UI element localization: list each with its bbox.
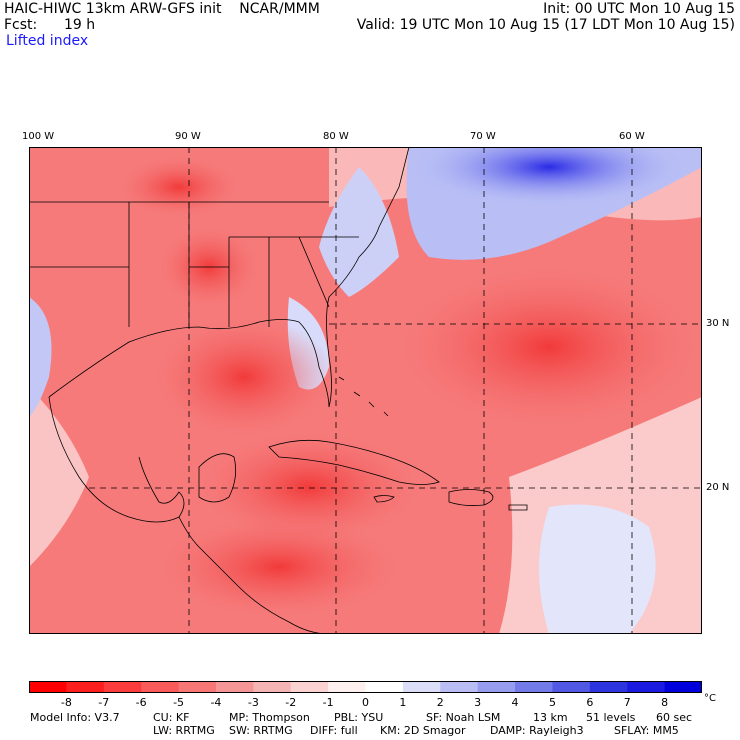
colorbar-swatch — [178, 681, 217, 693]
colorbar-tick-label: -4 — [210, 696, 222, 709]
valid-time: Valid: 19 UTC Mon 10 Aug 15 (17 LDT Mon … — [356, 17, 735, 33]
model-info-res: 13 km — [533, 711, 568, 724]
field-name: Lifted index — [6, 33, 89, 49]
colorbar-swatch — [365, 681, 404, 693]
model-info-levels: 51 levels — [586, 711, 636, 724]
colorbar-frame — [29, 681, 702, 693]
model-info-mp: MP: Thompson — [229, 711, 310, 724]
lat-lon-grid — [89, 147, 702, 634]
colorbar-swatch — [103, 681, 142, 693]
colorbar-unit: °C — [704, 693, 716, 704]
model-info-timestep: 60 sec — [656, 711, 693, 724]
lon-tick-60w: 60 W — [619, 131, 645, 142]
lifted-index-map — [29, 147, 702, 634]
cuba — [268, 439, 440, 485]
lon-tick-100w: 100 W — [22, 131, 55, 142]
model-info-cu: CU: KF — [153, 711, 190, 724]
hispaniola — [448, 489, 494, 506]
colorbar-tick-label: 8 — [661, 696, 669, 709]
colorbar-tick-label: -5 — [173, 696, 185, 709]
region-deep-blue — [409, 147, 689, 207]
colorbar-swatch — [290, 681, 329, 693]
model-info-km: KM: 2D Smagor — [380, 724, 466, 737]
colorbar-swatch — [215, 681, 254, 693]
colorbar-tick-label: -1 — [322, 696, 334, 709]
colorbar-swatch — [66, 681, 105, 693]
model-info-pbl: PBL: YSU — [334, 711, 384, 724]
forecast-hour: 19 h — [64, 17, 96, 33]
colorbar-swatch — [328, 681, 366, 693]
puerto-rico — [508, 504, 528, 511]
colorbar-swatch — [440, 681, 479, 693]
colorbar-tick-label: 4 — [511, 696, 519, 709]
us-state-lines — [29, 201, 359, 327]
bahamas — [338, 376, 389, 417]
jamaica — [373, 495, 395, 503]
lat-tick-30n: 30 N — [706, 318, 730, 329]
colorbar-swatch — [515, 681, 553, 693]
colorbar-swatch — [29, 681, 67, 693]
mexico-coast — [48, 396, 185, 523]
model-info-sflay: SFLAY: MM5 — [614, 724, 679, 737]
model-info-lw: LW: RRTMG — [153, 724, 215, 737]
central-america — [178, 516, 330, 634]
model-info-sw: SW: RRTMG — [229, 724, 293, 737]
colorbar-swatch — [402, 681, 441, 693]
yucatan — [198, 453, 237, 503]
region-light-gulf-west — [29, 387, 89, 567]
colorbar-tick-label: -7 — [98, 696, 110, 709]
colorbar-tick-label: 7 — [623, 696, 631, 709]
colorbar-tick-label: 2 — [436, 696, 444, 709]
lon-tick-80w: 80 W — [323, 131, 349, 142]
region-red-core-caribbean — [199, 432, 419, 542]
colorbar-tick-label: 6 — [586, 696, 594, 709]
region-red-core-atlantic — [399, 267, 699, 427]
colorbar-swatch — [477, 681, 516, 693]
model-info-diff: DIFF: full — [310, 724, 358, 737]
colorbar-tick-label: 3 — [474, 696, 482, 709]
colorbar-tick-label: -6 — [135, 696, 147, 709]
lon-tick-70w: 70 W — [470, 131, 496, 142]
colorbar-swatch — [664, 681, 702, 693]
lon-tick-90w: 90 W — [175, 131, 201, 142]
model-info-version: Model Info: V3.7 — [30, 711, 120, 724]
colorbar-swatch — [627, 681, 666, 693]
region-blue-mexico — [29, 297, 52, 417]
region-red-core-central-am — [159, 517, 399, 617]
region-blue-coast — [319, 167, 399, 297]
region-red-core-gulf — [154, 317, 334, 437]
lat-tick-20n: 20 N — [706, 482, 730, 493]
colorbar-swatch — [589, 681, 628, 693]
colorbar-tick-label: 0 — [362, 696, 369, 709]
region-red-core-plains — [119, 157, 239, 217]
colorbar-swatch — [253, 681, 292, 693]
colorbar-tick-label: 5 — [548, 696, 556, 709]
forecast-label: Fcst: — [4, 17, 38, 33]
init-time: Init: 00 UTC Mon 10 Aug 15 — [543, 1, 735, 17]
colorbar-tick-label: 1 — [399, 696, 407, 709]
colorbar-swatch — [141, 681, 180, 693]
region-light-caribbean-east — [539, 504, 656, 634]
model-title: HAIC-HIWC 13km ARW-GFS init NCAR/MMM — [4, 1, 320, 17]
colorbar-tick-label: -2 — [285, 696, 297, 709]
colorbar-swatch — [552, 681, 591, 693]
colorbar — [29, 681, 702, 693]
model-info-damp: DAMP: Rayleigh3 — [490, 724, 584, 737]
colorbar-tick-label: -3 — [247, 696, 259, 709]
map-frame — [29, 147, 702, 634]
colorbar-tick-label: -8 — [60, 696, 72, 709]
model-info-sf: SF: Noah LSM — [426, 711, 501, 724]
